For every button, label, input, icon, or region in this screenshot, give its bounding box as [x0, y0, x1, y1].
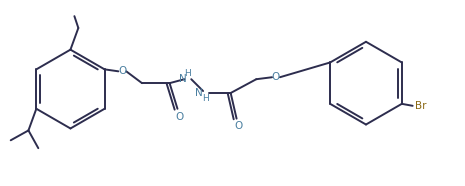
- Text: O: O: [175, 112, 184, 122]
- Text: O: O: [272, 72, 280, 82]
- Text: O: O: [234, 121, 243, 132]
- Text: N: N: [179, 74, 186, 84]
- Text: H: H: [202, 94, 208, 103]
- Text: Br: Br: [415, 101, 426, 111]
- Text: H: H: [184, 69, 191, 78]
- Text: O: O: [118, 66, 126, 76]
- Text: N: N: [195, 88, 203, 98]
